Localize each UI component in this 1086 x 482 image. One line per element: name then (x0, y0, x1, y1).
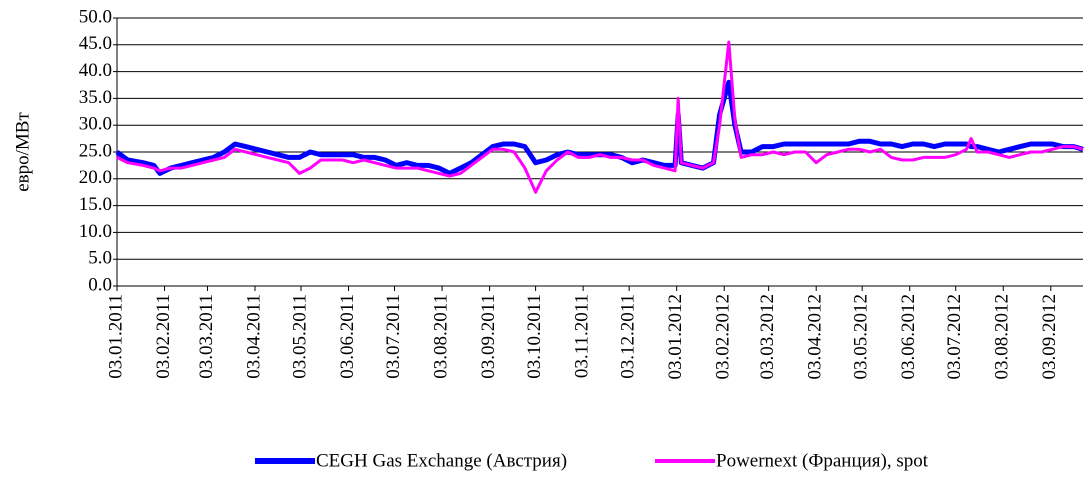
y-tick-label: 5.0 (88, 248, 112, 269)
legend-label: CEGH Gas Exchange (Австрия) (316, 450, 567, 471)
x-tick-label: 03.09.2012 (1039, 294, 1060, 380)
x-tick-label: 03.04.2012 (805, 294, 826, 380)
x-tick-label: 03.01.2012 (665, 294, 686, 380)
y-tick-label: 30.0 (79, 114, 112, 135)
x-tick-label: 03.12.2011 (617, 294, 638, 379)
y-tick-label: 40.0 (79, 60, 112, 81)
y-tick-label: 15.0 (79, 194, 112, 215)
x-tick-label: 03.06.2011 (337, 294, 358, 379)
x-tick-label: 03.10.2011 (524, 294, 545, 379)
x-tick-label: 03.03.2012 (757, 294, 778, 380)
series-line (115, 79, 1084, 176)
x-tick-label: 03.02.2012 (713, 294, 734, 380)
series-line (116, 40, 1084, 194)
y-tick-label: 35.0 (79, 87, 112, 108)
x-tick-label: 03.01.2011 (105, 294, 126, 379)
x-tick-label: 03.03.2011 (196, 294, 217, 379)
x-tick-label: 03.11.2011 (571, 294, 592, 378)
x-tick-label: 03.06.2012 (898, 294, 919, 380)
x-tick-label: 03.04.2011 (243, 294, 264, 379)
y-tick-label: 0.0 (88, 274, 112, 295)
x-tick-label: 03.08.2012 (992, 294, 1013, 380)
y-tick-label: 20.0 (79, 167, 112, 188)
legend-label: Powernext (Франция), spot (716, 450, 929, 471)
y-tick-label: 50.0 (79, 6, 112, 27)
y-axis-label: евро/МВт (12, 112, 33, 192)
x-tick-label: 03.05.2011 (289, 294, 310, 379)
x-tick-label: 03.02.2011 (153, 294, 174, 379)
x-tick-label: 03.05.2012 (851, 294, 872, 380)
y-tick-label: 25.0 (79, 140, 112, 161)
y-tick-label: 45.0 (79, 33, 112, 54)
x-tick-label: 03.08.2011 (430, 294, 451, 379)
y-tick-label: 10.0 (79, 221, 112, 242)
x-tick-label: 03.07.2012 (944, 294, 965, 380)
x-tick-label: 03.09.2011 (478, 294, 499, 379)
x-tick-label: 03.07.2011 (383, 294, 404, 379)
